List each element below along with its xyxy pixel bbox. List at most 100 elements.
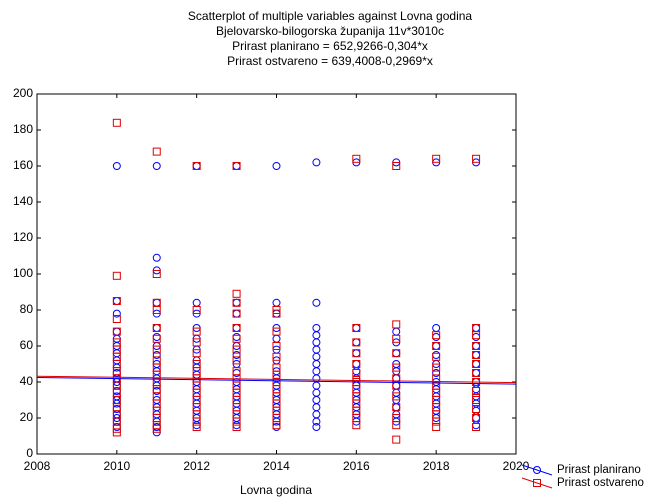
x-tick-label: 2014 [263,459,290,473]
point [112,428,121,437]
point [392,403,401,412]
point [432,154,441,163]
point [152,306,161,314]
point [152,351,161,359]
point [472,405,481,413]
y-tick-label: 160 [13,158,33,172]
legend-line [521,477,553,489]
point [432,342,441,350]
point [232,356,241,365]
point [232,298,241,307]
y-tick-label: 100 [13,266,33,280]
point [392,421,401,430]
point [472,423,481,431]
point [272,421,281,430]
point [352,349,361,358]
fit-line [36,377,517,385]
fit-label: Prirast planirano = 652,9266-0,304*x [232,39,428,53]
y-tick-label: 40 [20,374,34,388]
point [112,162,121,170]
point [392,162,401,170]
point [392,349,401,358]
y-tick-label: 180 [13,122,33,136]
y-tick-label: 0 [26,446,33,460]
point [392,320,401,329]
point [272,162,281,170]
point [352,369,361,377]
point [352,324,361,332]
x-tick-label: 2020 [503,459,530,473]
point [432,369,441,377]
point [232,289,241,298]
point [192,349,201,358]
point [472,154,481,163]
legend-marker [533,466,541,474]
chart-subtitle: Bjelovarsko-bilogorska županija 11v*3010… [216,24,444,38]
point [152,424,161,433]
point [472,331,481,340]
point [112,315,121,323]
point [112,271,121,280]
point [232,423,241,431]
point [192,417,201,426]
point [232,351,241,359]
point [232,345,241,354]
point [312,158,321,167]
point [352,154,361,163]
point [152,345,161,354]
point [192,338,201,347]
legend-marker [533,479,541,487]
x-tick-label: 2012 [183,459,210,473]
chart-title: Scatterplot of multiple variables agains… [188,9,473,23]
point [432,417,441,426]
point [272,342,281,350]
point [152,253,161,262]
point [312,417,321,426]
point [112,297,121,305]
x-tick-label: 2016 [343,459,370,473]
y-tick-label: 140 [13,194,33,208]
legend-label: Prirast planirano [557,464,641,476]
point [312,423,321,431]
point [272,352,281,361]
point [432,423,441,431]
x-axis-label: Lovna godina [240,483,312,497]
point [192,423,201,431]
point [472,360,481,368]
x-tick-label: 2010 [103,459,130,473]
y-tick-label: 60 [20,338,34,352]
point [392,392,401,401]
point [472,387,481,395]
point [232,309,241,318]
point [432,352,441,361]
point [112,327,121,336]
legend-line [521,464,553,476]
y-tick-label: 200 [13,86,33,100]
point [352,338,361,347]
point [472,351,481,359]
legend-label: Prirast ostvareno [557,477,644,489]
point [232,417,241,426]
point [432,363,441,372]
point [112,118,121,127]
point [312,298,321,307]
point [152,270,161,278]
point [192,162,201,170]
point [472,342,481,350]
point [392,334,401,343]
point [152,324,161,332]
point [392,435,401,444]
point [152,334,161,343]
point [472,396,481,404]
fit-label: Prirast ostvareno = 639,4008-0,2969*x [227,54,433,68]
point [232,334,241,343]
point [192,306,201,314]
point [152,147,161,156]
point [232,324,241,332]
point [272,327,281,336]
point [352,360,361,368]
point [392,363,401,372]
x-tick-label: 2008 [24,459,51,473]
